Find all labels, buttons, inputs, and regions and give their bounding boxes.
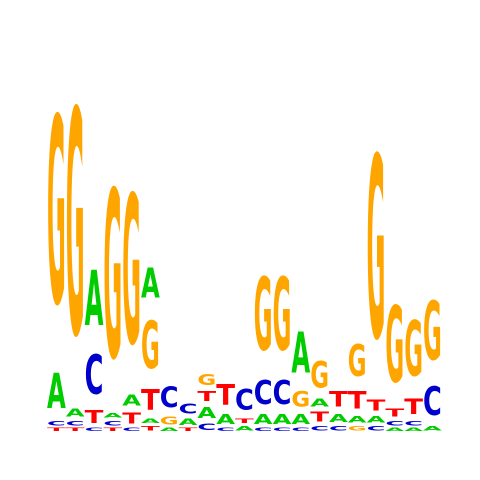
logo-letter-pos8-C-2: C xyxy=(179,401,198,416)
logo-letter-pos8-T-0: T xyxy=(179,427,199,432)
logo-letter-pos3-T-1: T xyxy=(85,408,104,428)
logo-letter-pos5-A-2: A xyxy=(122,391,141,409)
logo-letter-pos10-T-2: T xyxy=(216,379,235,412)
logo-letter-pos17-A-1: A xyxy=(348,415,368,425)
logo-letter-pos20-T-2: T xyxy=(404,394,423,419)
logo-letter-pos9-A-1: A xyxy=(197,404,216,422)
logo-letter-pos3-A-3: A xyxy=(85,256,104,344)
logo-letter-pos12-G-3: G xyxy=(254,259,273,375)
logo-letter-pos3-C-2: C xyxy=(85,345,104,408)
logo-letter-pos8-A-1: A xyxy=(179,417,199,427)
logo-letter-pos15-T-1: T xyxy=(310,410,329,425)
logo-letter-pos2-C-1: C xyxy=(66,420,85,427)
logo-letter-pos15-C-0: C xyxy=(310,425,329,432)
logo-letter-pos6-T-0: T xyxy=(141,424,160,432)
logo-letter-pos21-A-0: A xyxy=(423,425,442,433)
logo-letter-pos13-G-3: G xyxy=(273,259,292,375)
logo-letter-pos14-G-2: G xyxy=(291,387,310,412)
logo-letter-pos13-C-2: C xyxy=(273,374,292,412)
logo-letter-pos19-A-0: A xyxy=(385,427,404,432)
logo-letter-pos9-C-0: C xyxy=(197,422,216,432)
logo-letter-pos6-G-3: G xyxy=(141,308,160,384)
logo-letter-pos19-T-2: T xyxy=(385,407,405,419)
logo-letter-pos4-G-3: G xyxy=(103,143,122,412)
logo-letter-pos7-A-0: A xyxy=(160,427,179,432)
logo-letter-pos12-A-1: A xyxy=(254,412,273,427)
logo-letter-pos14-A-1: A xyxy=(291,412,310,427)
logo-letter-pos4-A-2: A xyxy=(103,412,122,420)
logo-letter-pos16-A-1: A xyxy=(329,413,348,425)
logo-letter-pos15-A-2: A xyxy=(310,397,329,409)
logo-letter-pos13-A-1: A xyxy=(273,412,292,427)
logo-letter-pos16-T-2: T xyxy=(329,386,348,411)
logo-letter-pos9-T-2: T xyxy=(197,389,216,404)
logo-letter-pos4-C-1: C xyxy=(103,420,122,427)
logo-letter-pos1-A-2: A xyxy=(47,364,66,419)
logo-letter-pos14-C-0: C xyxy=(291,427,310,432)
logo-letter-pos11-A-0: A xyxy=(235,425,254,433)
logo-letter-pos1-T-0: T xyxy=(47,427,67,432)
logo-letter-pos18-C-0: C xyxy=(367,425,386,432)
logo-letter-pos11-T-1: T xyxy=(235,417,254,425)
logo-letter-pos9-G-3: G xyxy=(197,371,216,389)
logo-letter-pos13-C-0: C xyxy=(273,427,292,432)
logo-letter-pos17-T-2: T xyxy=(348,387,367,415)
logo-letter-pos20-A-0: A xyxy=(404,427,423,432)
logo-letter-pos1-G-3: G xyxy=(47,64,66,363)
logo-letter-pos6-A-1: A xyxy=(141,417,160,425)
logo-letter-pos2-G-3: G xyxy=(66,46,85,406)
logo-letter-pos2-A-2: A xyxy=(66,407,85,419)
logo-letter-pos21-G-2: G xyxy=(423,285,442,379)
logo-letter-pos18-A-1: A xyxy=(367,415,387,425)
logo-letter-pos14-A-3: A xyxy=(291,322,310,387)
logo-columns: TCAGTCAGCTCATCAGCTAGTATGAAGCTACCATGCATAT… xyxy=(47,46,442,432)
logo-letter-pos11-C-2: C xyxy=(235,385,254,417)
logo-letter-pos16-C-0: C xyxy=(329,425,348,432)
logo-letter-pos7-G-1: G xyxy=(160,415,179,428)
logo-letter-pos12-C-2: C xyxy=(254,374,273,412)
logo-letter-pos1-C-1: C xyxy=(47,420,66,427)
logo-letter-pos15-G-3: G xyxy=(310,354,329,397)
logo-letter-pos2-T-0: T xyxy=(66,427,86,432)
logo-letter-pos19-G-3: G xyxy=(385,285,404,407)
logo-letter-pos20-C-1: C xyxy=(404,420,423,427)
logo-letter-pos17-G-0: G xyxy=(348,424,367,432)
logo-letter-pos5-C-0: C xyxy=(122,427,141,432)
logo-letter-pos4-T-0: T xyxy=(103,427,123,432)
logo-letter-pos6-A-4: A xyxy=(141,260,160,308)
logo-letter-pos7-C-2: C xyxy=(160,382,179,414)
logo-letter-pos18-G-3: G xyxy=(367,104,386,396)
logo-letter-pos21-C-1: C xyxy=(423,378,442,424)
logo-letter-pos10-C-0: C xyxy=(216,427,235,432)
logo-letter-pos20-G-3: G xyxy=(404,307,423,395)
logo-letter-pos10-A-1: A xyxy=(216,412,235,427)
logo-letter-pos6-T-2: T xyxy=(141,384,160,417)
logo-letter-pos17-G-3: G xyxy=(348,337,367,387)
logo-letter-pos5-T-1: T xyxy=(122,410,142,428)
logo-letter-pos3-C-0: C xyxy=(85,427,104,432)
logo-letter-pos5-G-3: G xyxy=(122,154,141,392)
logo-letter-pos18-T-2: T xyxy=(367,397,387,415)
logo-letter-pos12-C-0: C xyxy=(254,427,273,432)
logo-letter-pos19-C-1: C xyxy=(385,420,404,427)
